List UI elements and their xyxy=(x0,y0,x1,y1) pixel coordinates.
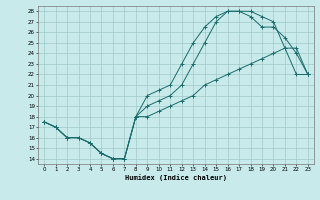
X-axis label: Humidex (Indice chaleur): Humidex (Indice chaleur) xyxy=(125,174,227,181)
